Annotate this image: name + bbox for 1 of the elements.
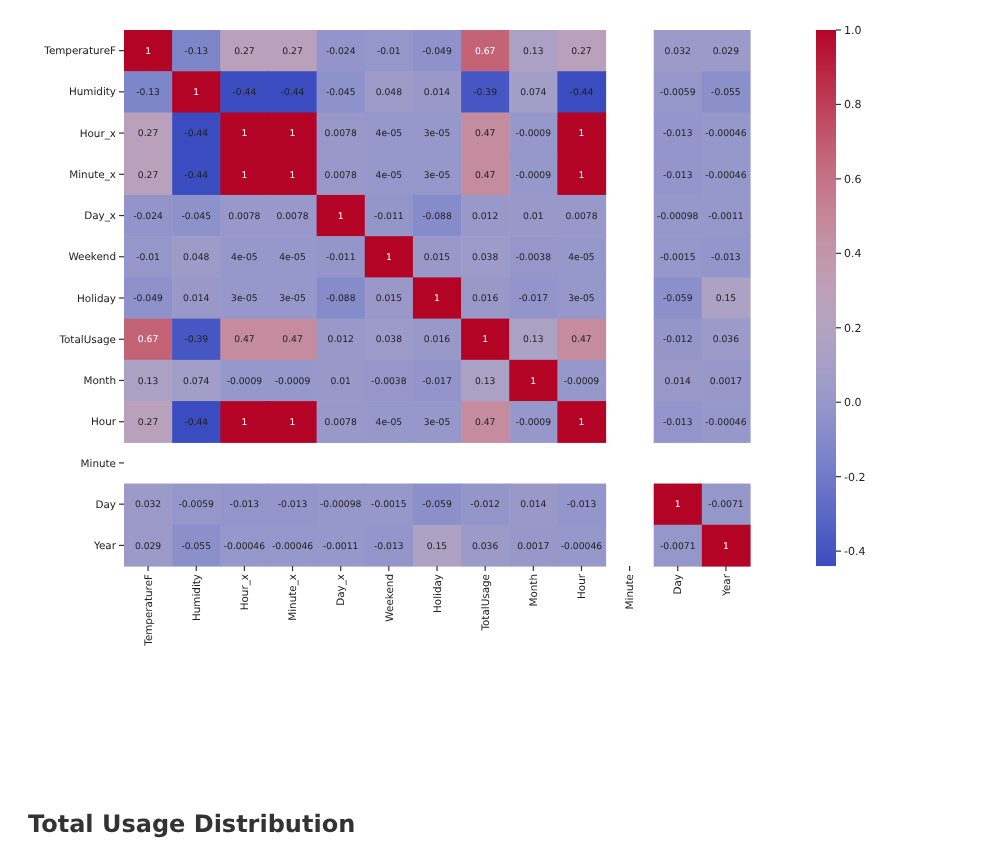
text: Total Usage Distribution (28, 810, 356, 838)
